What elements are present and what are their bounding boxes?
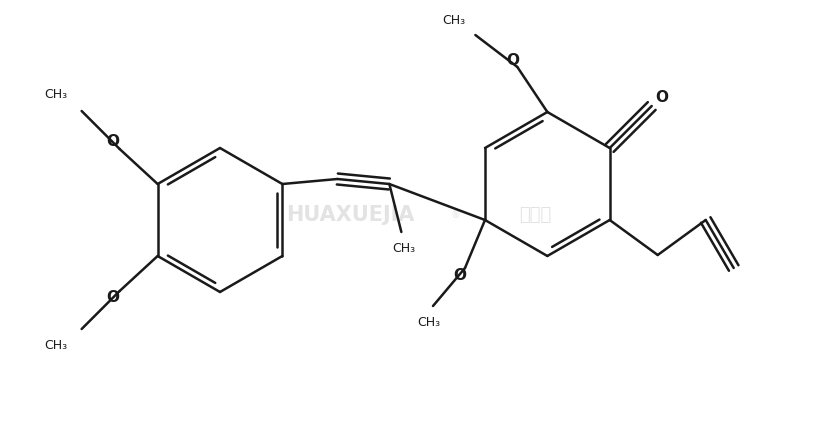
Text: O: O (506, 54, 519, 69)
Text: CH₃: CH₃ (45, 88, 68, 101)
Text: O: O (106, 135, 119, 150)
Text: CH₃: CH₃ (45, 339, 68, 352)
Text: CH₃: CH₃ (391, 242, 415, 255)
Text: CH₃: CH₃ (442, 14, 465, 27)
Text: 化学加: 化学加 (519, 206, 551, 224)
Text: CH₃: CH₃ (417, 316, 440, 329)
Text: ®: ® (450, 210, 459, 220)
Text: O: O (454, 268, 466, 283)
Text: O: O (655, 91, 668, 106)
Text: O: O (106, 290, 119, 305)
Text: HUAXUEJIA: HUAXUEJIA (286, 205, 414, 225)
